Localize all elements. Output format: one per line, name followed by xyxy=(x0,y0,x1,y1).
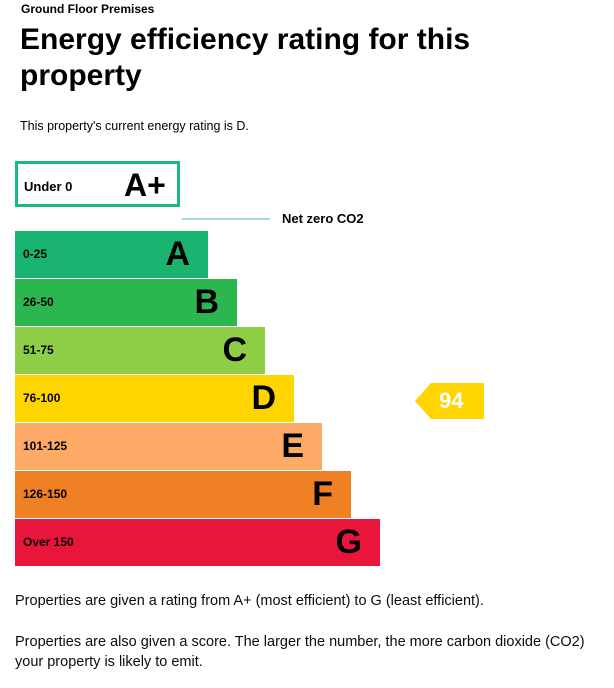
score-arrow-shape xyxy=(415,383,484,419)
band-range-label: 101-125 xyxy=(23,439,68,453)
band-letter: F xyxy=(312,475,333,513)
rating-band-g: Over 150 G xyxy=(15,519,380,566)
band-letter: E xyxy=(281,427,304,465)
band-range-label: 126-150 xyxy=(23,487,68,501)
rating-explanation: Properties are given a rating from A+ (m… xyxy=(15,593,484,609)
rating-band-d: 76-100 D xyxy=(15,375,294,422)
band-range-label: 76-100 xyxy=(23,391,61,405)
band-range-label: 51-75 xyxy=(23,343,54,357)
rating-band-e: 101-125 E xyxy=(15,423,322,470)
net-zero-label: Net zero CO2 xyxy=(282,211,364,226)
page-title: Energy efficiency rating for this proper… xyxy=(20,23,471,92)
premises-label: Ground Floor Premises xyxy=(21,2,155,16)
rating-band-c: 51-75 C xyxy=(15,327,265,374)
rating-band-f: 126-150 F xyxy=(15,471,351,518)
band-letter: D xyxy=(251,379,276,417)
band-letter: B xyxy=(194,283,219,321)
band-letter: A xyxy=(165,235,190,273)
net-zero-line xyxy=(182,218,270,220)
aplus-letter: A+ xyxy=(124,167,166,203)
current-rating-text: This property's current energy rating is… xyxy=(20,119,249,133)
band-range-label: Over 150 xyxy=(23,535,74,549)
aplus-band: Under 0 A+ xyxy=(15,161,180,207)
band-range-label: 26-50 xyxy=(23,295,54,309)
aplus-range-label: Under 0 xyxy=(24,179,73,194)
band-letter: C xyxy=(222,331,247,369)
band-letter: G xyxy=(335,523,362,561)
rating-band-a: 0-25 A xyxy=(15,231,208,278)
current-score-marker: 94 xyxy=(415,383,484,419)
rating-band-b: 26-50 B xyxy=(15,279,237,326)
band-range-label: 0-25 xyxy=(23,247,48,261)
current-score-value: 94 xyxy=(439,388,464,413)
score-explanation: Properties are also given a score. The l… xyxy=(15,634,585,670)
